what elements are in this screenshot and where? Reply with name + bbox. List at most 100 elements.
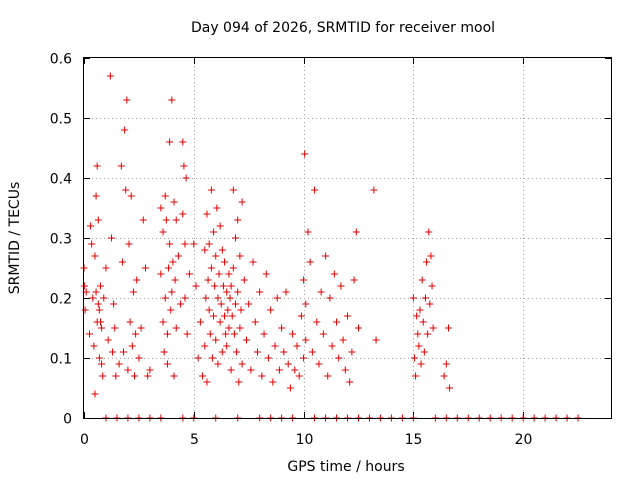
data-point bbox=[216, 318, 224, 326]
data-point bbox=[203, 378, 211, 386]
data-point bbox=[419, 318, 427, 326]
data-point bbox=[91, 252, 99, 260]
data-point bbox=[223, 342, 231, 350]
data-point bbox=[205, 306, 213, 314]
data-point bbox=[85, 330, 93, 338]
data-point bbox=[418, 276, 426, 284]
data-points bbox=[80, 72, 582, 422]
y-axis-ticks: 0 0.1 0.2 0.3 0.4 0.5 0.6 bbox=[50, 52, 611, 428]
data-point bbox=[284, 360, 292, 368]
data-point bbox=[208, 354, 216, 362]
data-point bbox=[99, 372, 107, 380]
plot-frame bbox=[83, 57, 612, 419]
data-point bbox=[98, 324, 106, 332]
data-point bbox=[161, 294, 169, 302]
data-point bbox=[172, 216, 180, 224]
data-point bbox=[429, 324, 437, 332]
data-point bbox=[201, 246, 209, 254]
data-point bbox=[317, 288, 325, 296]
data-point bbox=[107, 234, 115, 242]
data-point bbox=[171, 276, 179, 284]
data-point bbox=[80, 282, 88, 290]
data-point bbox=[225, 270, 233, 278]
data-point bbox=[162, 216, 170, 224]
data-point bbox=[202, 294, 210, 302]
data-point bbox=[93, 162, 101, 170]
data-point bbox=[212, 252, 220, 260]
data-point bbox=[251, 318, 259, 326]
data-point bbox=[91, 390, 99, 398]
data-point bbox=[234, 216, 242, 224]
data-point bbox=[245, 300, 253, 308]
x-tick-label: 20 bbox=[515, 432, 533, 448]
data-point bbox=[170, 198, 178, 206]
data-point bbox=[282, 288, 290, 296]
data-point bbox=[109, 348, 117, 356]
y-tick-label: 0.3 bbox=[50, 232, 72, 248]
data-point bbox=[224, 306, 232, 314]
data-point bbox=[236, 252, 244, 260]
x-tick-label: 0 bbox=[80, 432, 89, 448]
grid-lines bbox=[84, 58, 611, 418]
data-point bbox=[181, 240, 189, 248]
data-point bbox=[112, 372, 120, 380]
data-point bbox=[322, 252, 330, 260]
data-point bbox=[262, 270, 270, 278]
data-point bbox=[354, 324, 362, 332]
data-point bbox=[215, 270, 223, 278]
data-point bbox=[234, 288, 242, 296]
data-point bbox=[326, 294, 334, 302]
data-point bbox=[286, 384, 294, 392]
data-point bbox=[137, 324, 145, 332]
data-point bbox=[185, 270, 193, 278]
data-point bbox=[423, 258, 431, 266]
data-point bbox=[352, 228, 360, 236]
data-point bbox=[144, 372, 152, 380]
data-point bbox=[235, 378, 243, 386]
data-point bbox=[428, 282, 436, 290]
data-point bbox=[267, 306, 275, 314]
data-point bbox=[126, 318, 134, 326]
data-point bbox=[210, 312, 218, 320]
data-point bbox=[210, 228, 218, 236]
data-point bbox=[181, 294, 189, 302]
data-point bbox=[417, 360, 425, 368]
data-point bbox=[157, 204, 165, 212]
data-point bbox=[90, 342, 98, 350]
data-point bbox=[302, 336, 310, 344]
data-point bbox=[163, 360, 171, 368]
data-point bbox=[315, 360, 323, 368]
data-point bbox=[159, 318, 167, 326]
data-point bbox=[121, 126, 129, 134]
data-point bbox=[180, 162, 188, 170]
data-point bbox=[172, 324, 180, 332]
data-point bbox=[264, 354, 272, 362]
data-point bbox=[372, 336, 380, 344]
data-point bbox=[165, 264, 173, 272]
data-point bbox=[196, 318, 204, 326]
data-point bbox=[129, 288, 137, 296]
data-point bbox=[111, 324, 119, 332]
data-point bbox=[260, 330, 268, 338]
data-point bbox=[190, 240, 198, 248]
data-point bbox=[96, 318, 104, 326]
data-point bbox=[95, 306, 103, 314]
data-point bbox=[370, 186, 378, 194]
data-point bbox=[236, 324, 244, 332]
data-point bbox=[88, 240, 96, 248]
x-tick-label: 15 bbox=[405, 432, 423, 448]
data-point bbox=[96, 282, 104, 290]
data-point bbox=[218, 246, 226, 254]
data-point bbox=[414, 330, 422, 338]
data-point bbox=[335, 354, 343, 362]
data-point bbox=[98, 360, 106, 368]
data-point bbox=[216, 222, 224, 230]
data-point bbox=[442, 360, 450, 368]
data-point bbox=[242, 336, 250, 344]
data-point bbox=[168, 288, 176, 296]
chart-title: Day 094 of 2026, SRMTID for receiver moo… bbox=[191, 20, 495, 36]
data-point bbox=[313, 318, 321, 326]
data-point bbox=[192, 282, 200, 290]
data-point bbox=[426, 300, 434, 308]
data-point bbox=[102, 264, 110, 272]
